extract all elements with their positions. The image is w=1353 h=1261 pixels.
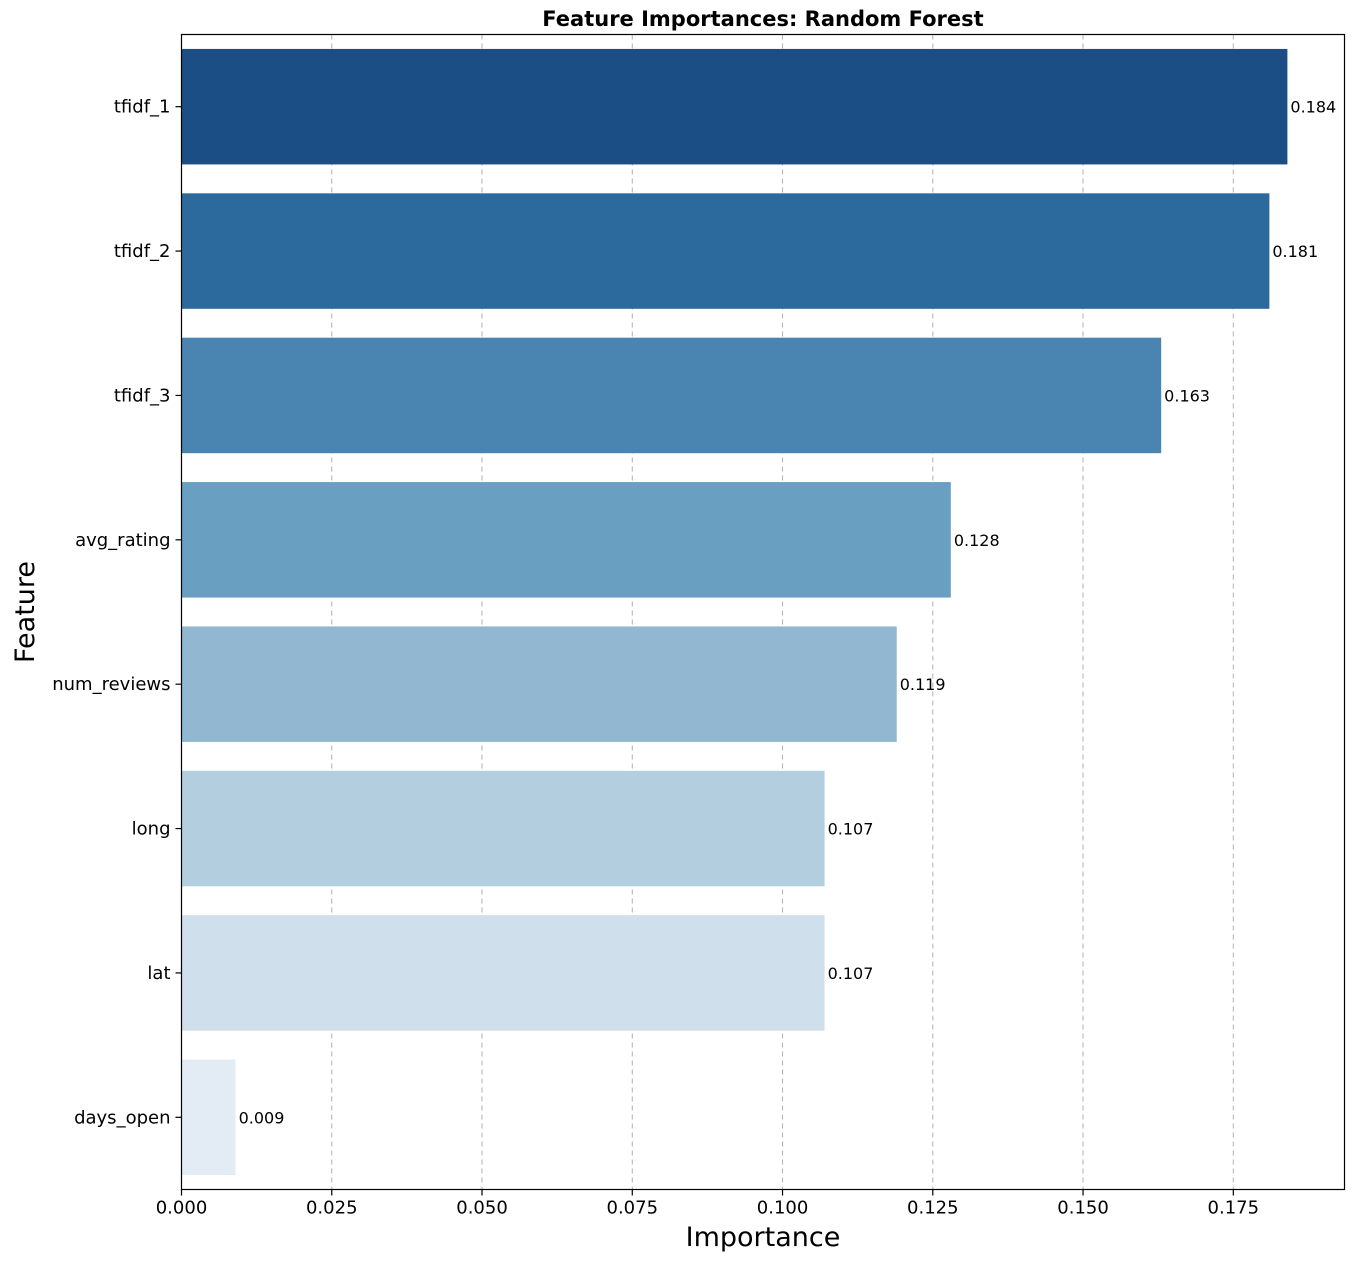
x-tick-label: 0.175: [1208, 1198, 1260, 1219]
bar-avg_rating: [181, 482, 951, 598]
bar-value-labels: 0.184 0.181 0.163 0.128 0.119 0.107 0.107 0.009: [239, 98, 1337, 1128]
bar-tfidf_1: [181, 48, 1288, 165]
y-tick-label: tfidf_2: [114, 241, 171, 262]
x-tick-label: 0.125: [907, 1198, 959, 1219]
bars: [181, 48, 1288, 1176]
y-tick-label: days_open: [74, 1107, 170, 1128]
bar-value-label: 0.119: [900, 675, 946, 694]
chart-title: Feature Importances: Random Forest: [542, 7, 983, 31]
y-tick-label: tfidf_1: [114, 97, 171, 118]
bar-tfidf_2: [181, 193, 1270, 309]
bar-long: [181, 770, 825, 887]
bar-tfidf_3: [181, 337, 1162, 454]
y-tick-label: long: [132, 819, 171, 840]
y-axis-ticks: tfidf_1 tfidf_2 tfidf_3 avg_rating num_revie…: [52, 97, 182, 1128]
y-tick-label: tfidf_3: [114, 385, 171, 406]
bar-value-label: 0.009: [239, 1108, 285, 1127]
bar-lat: [181, 915, 825, 1031]
bar-value-label: 0.181: [1272, 242, 1318, 261]
bar-value-label: 0.128: [954, 531, 1000, 550]
bar-value-label: 0.184: [1290, 98, 1336, 117]
x-tick-label: 0.050: [456, 1198, 508, 1219]
bar-value-label: 0.107: [828, 820, 874, 839]
x-tick-label: 0.075: [607, 1198, 659, 1219]
x-tick-label: 0.000: [156, 1198, 208, 1219]
plot-frame: [180, 33, 1346, 1191]
y-tick-label: num_reviews: [52, 674, 170, 695]
x-tick-label: 0.025: [306, 1198, 358, 1219]
bar-value-label: 0.163: [1164, 386, 1210, 405]
x-tick-label: 0.100: [757, 1198, 809, 1219]
y-tick-label: lat: [147, 963, 170, 984]
x-axis-ticks: 0.000 0.025 0.050 0.075 0.100 0.125 0.150 0.175: [156, 1189, 1260, 1219]
y-tick-label: avg_rating: [75, 530, 170, 551]
x-tick-label: 0.150: [1057, 1198, 1109, 1219]
bar-days_open: [181, 1059, 236, 1176]
x-axis-label: Importance: [686, 1222, 841, 1253]
y-axis-label: Feature: [10, 561, 41, 663]
bar-num_reviews: [181, 626, 897, 742]
bar-value-label: 0.107: [828, 964, 874, 983]
